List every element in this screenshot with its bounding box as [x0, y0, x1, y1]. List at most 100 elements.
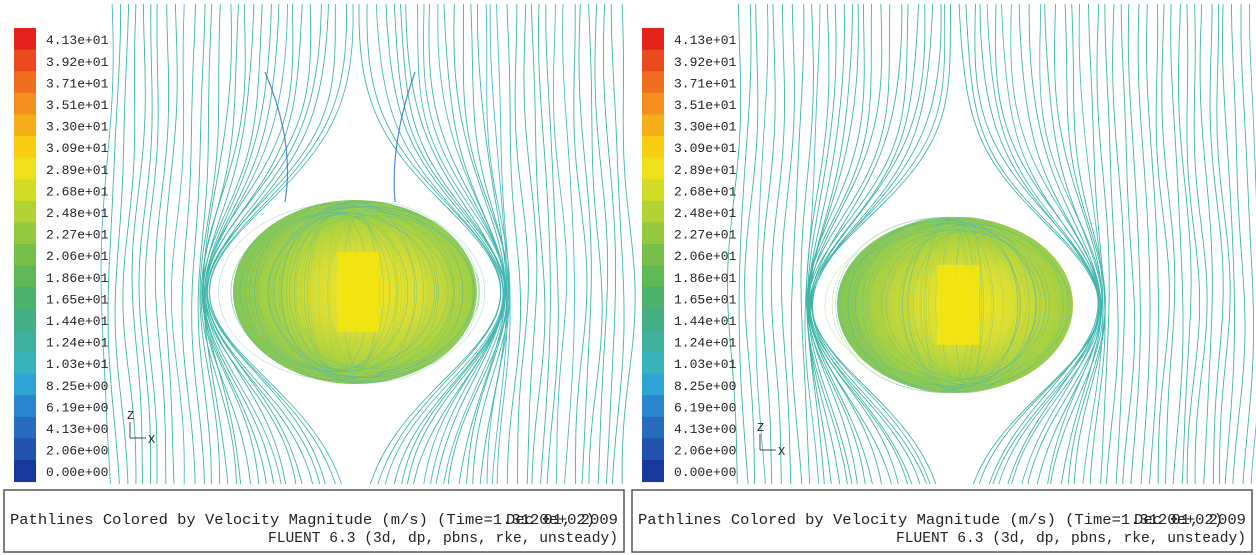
caption-box	[3, 489, 625, 553]
pathline	[437, 3, 506, 485]
colorbar-swatch	[642, 438, 664, 461]
pathline	[191, 3, 206, 485]
colorbar-label: 2.27e+01	[46, 228, 109, 243]
pathline	[807, 3, 845, 485]
colorbar-label: 4.13e+00	[674, 422, 736, 437]
colorbar-swatch	[642, 114, 664, 137]
colorbar-swatch	[642, 200, 664, 223]
colorbar-label: 3.09e+01	[46, 141, 109, 156]
pathline	[375, 3, 504, 485]
colorbar-label: 3.92e+01	[46, 55, 109, 70]
colorbar-swatch	[14, 49, 36, 72]
colorbar-swatch	[642, 49, 664, 72]
pathline	[621, 3, 636, 485]
pathline	[553, 3, 568, 485]
colorbar-label: 1.24e+01	[46, 336, 109, 351]
colorbar-swatch	[642, 179, 664, 202]
pathline	[811, 3, 946, 485]
pathline	[428, 3, 505, 485]
pathline	[206, 3, 329, 485]
colorbar-label: 2.06e+00	[46, 444, 108, 459]
caption-title: Pathlines Colored by Velocity Magnitude …	[10, 512, 595, 529]
pathline	[588, 3, 603, 485]
colorbar-label: 4.13e+01	[674, 33, 737, 48]
swirl	[254, 203, 417, 381]
colorbar-label: 2.27e+01	[674, 228, 737, 243]
swirl	[835, 218, 1037, 392]
swirl	[329, 212, 399, 372]
colorbar-swatch	[642, 136, 664, 159]
colorbar-swatch	[642, 330, 664, 353]
caption-solver: FLUENT 6.3 (3d, dp, pbns, rke, unsteady)	[268, 530, 618, 547]
axis-label: Z	[757, 421, 764, 435]
core	[937, 265, 979, 345]
colorbar-swatch	[642, 287, 664, 310]
pathline	[131, 3, 146, 485]
pathline	[781, 3, 795, 485]
pathline	[122, 3, 137, 485]
pathline	[573, 3, 588, 484]
colorbar-swatch	[14, 287, 36, 310]
swirl	[862, 217, 1021, 393]
pathline	[755, 3, 769, 485]
pathlines	[100, 3, 636, 485]
pathline	[744, 3, 759, 485]
colorbar-label: 1.03e+01	[46, 357, 109, 372]
colorbar-label: 3.51e+01	[46, 98, 109, 113]
pathline	[523, 3, 538, 485]
swirl	[928, 225, 980, 385]
colorbar-label: 3.30e+01	[46, 120, 109, 135]
pathline	[202, 3, 255, 485]
core	[337, 252, 379, 332]
colorbar-swatch	[14, 244, 36, 267]
colorbar-label: 6.19e+00	[674, 400, 736, 415]
colorbar-label: 3.71e+01	[674, 76, 737, 91]
axis-label: X	[778, 445, 785, 459]
pathline	[366, 3, 502, 485]
swirl	[856, 231, 1022, 379]
pathline	[496, 3, 511, 485]
pathline	[1193, 3, 1208, 484]
colorbar-swatch	[642, 157, 664, 180]
panel: 4.13e+01 3.92e+01 3.71e+01 3.51e+01 3.30e+01…	[3, 3, 636, 553]
pathline	[1209, 4, 1224, 485]
pathline	[1170, 3, 1184, 485]
colorbar-swatch	[642, 265, 664, 288]
swirl	[855, 222, 1069, 388]
pathline	[197, 3, 213, 485]
colorbar-label: 1.65e+01	[674, 292, 737, 307]
pathline	[1178, 3, 1192, 485]
pathline	[562, 3, 575, 485]
colorbar-label: 2.06e+00	[674, 444, 736, 459]
pathline	[1248, 4, 1256, 485]
pathline	[205, 3, 288, 485]
pathline	[204, 3, 294, 485]
colorbar-label: 1.65e+01	[46, 292, 109, 307]
colorbar-swatch	[14, 416, 36, 439]
swirl	[300, 209, 402, 375]
colorbar-swatch	[14, 71, 36, 94]
swirl	[230, 212, 449, 372]
pathline	[1028, 3, 1102, 485]
pathline	[100, 3, 114, 485]
caption-solver: FLUENT 6.3 (3d, dp, pbns, rke, unsteady)	[896, 530, 1246, 547]
colorbar-swatch	[14, 330, 36, 353]
swirl	[274, 200, 455, 384]
pathline	[790, 3, 805, 485]
colorbar-label: 1.44e+01	[46, 314, 109, 329]
swirl	[267, 210, 464, 374]
colorbar-swatch	[642, 92, 664, 115]
pathline	[594, 3, 609, 485]
pathline	[514, 3, 529, 485]
colorbar-label: 2.89e+01	[46, 163, 109, 178]
colorbar-swatch	[642, 28, 664, 51]
colorbar-swatch	[14, 265, 36, 288]
pathline	[201, 3, 263, 485]
colorbar-label: 2.89e+01	[674, 163, 737, 178]
pathline	[1161, 3, 1176, 485]
colorbar-swatch	[642, 460, 664, 483]
pathline	[206, 3, 336, 485]
colorbar-label: 0.00e+00	[674, 465, 736, 480]
colorbar-label: 8.25e+00	[46, 379, 108, 394]
colorbar-swatch	[14, 179, 36, 202]
